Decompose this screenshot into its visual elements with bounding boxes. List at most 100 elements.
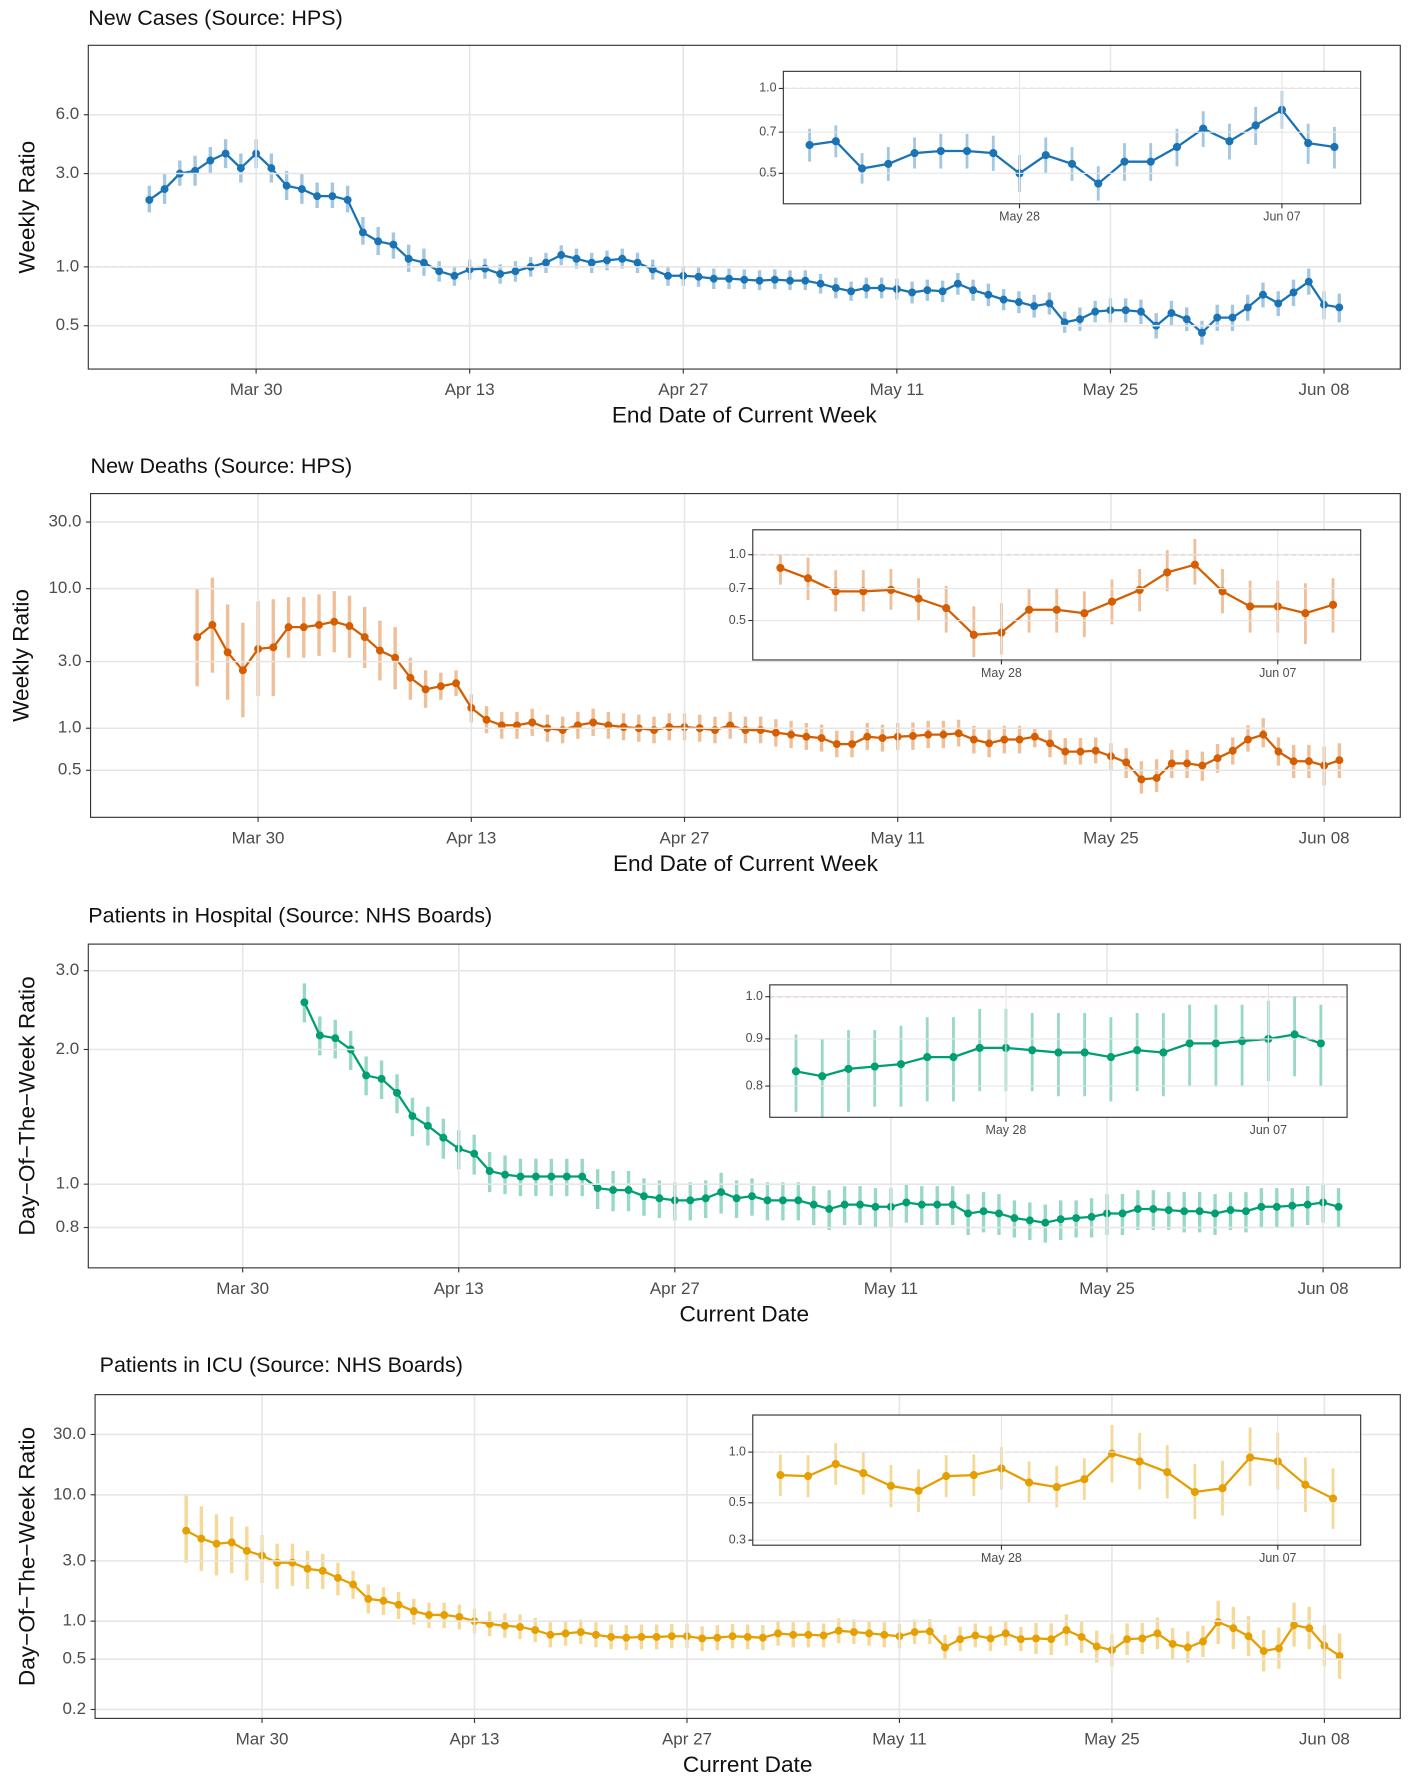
y-tick-label: 0.2 <box>62 1699 86 1718</box>
data-point <box>1153 1629 1162 1638</box>
data-point <box>732 1194 741 1203</box>
data-point <box>374 237 383 246</box>
y-tick-label: 1.0 <box>62 1611 86 1630</box>
data-point <box>886 1481 896 1490</box>
y-axis-label: Weekly Ratio <box>14 141 39 274</box>
data-point <box>686 1196 695 1205</box>
data-point <box>425 1610 433 1619</box>
y-tick-label: 10.0 <box>53 1484 86 1503</box>
data-point <box>1092 1642 1101 1651</box>
data-point <box>1138 1634 1147 1643</box>
data-point <box>516 1172 525 1181</box>
data-point <box>803 574 813 583</box>
data-point <box>954 729 963 738</box>
y-tick-label: 1.0 <box>58 718 82 737</box>
data-point <box>182 1526 191 1535</box>
data-point <box>591 1630 600 1639</box>
data-point <box>516 1622 524 1631</box>
data-point <box>1274 1644 1283 1653</box>
data-point <box>804 1630 813 1639</box>
data-point <box>300 998 309 1007</box>
data-point <box>989 149 998 158</box>
data-point <box>318 1566 327 1575</box>
data-point <box>1061 747 1070 756</box>
data-point <box>910 1628 919 1637</box>
inset-background <box>752 529 1361 660</box>
data-point <box>995 1209 1003 1218</box>
data-point <box>1025 1478 1034 1487</box>
plot-area <box>95 1495 1401 1679</box>
data-point <box>1259 730 1268 739</box>
data-point <box>962 146 972 156</box>
data-point <box>1122 758 1131 767</box>
data-point <box>1259 290 1267 299</box>
data-point <box>531 1172 540 1181</box>
data-point <box>333 1573 342 1582</box>
y-axis-label: Weekly Ratio <box>9 589 34 722</box>
data-point <box>1000 735 1009 744</box>
y-tick-label: 0.7 <box>759 124 776 138</box>
data-point <box>1010 1214 1019 1222</box>
data-point <box>941 1643 949 1652</box>
data-point <box>1305 1624 1314 1633</box>
chart-title: New Cases (Source: HPS) <box>88 6 343 30</box>
data-point <box>774 1629 783 1638</box>
data-point <box>1199 124 1208 133</box>
data-point <box>1301 1480 1310 1489</box>
data-point <box>1041 151 1050 160</box>
data-point <box>665 723 674 731</box>
y-tick-label: 0.5 <box>729 1495 746 1509</box>
data-point <box>206 156 215 165</box>
data-point <box>345 622 354 630</box>
panel-border <box>87 44 1401 370</box>
data-point <box>917 1200 926 1209</box>
data-point <box>847 287 856 296</box>
y-tick-label: 10.0 <box>48 578 81 597</box>
y-tick-label: 1.0 <box>56 1174 80 1193</box>
data-point <box>1274 747 1283 756</box>
data-point <box>197 1534 206 1543</box>
data-point <box>609 1186 618 1195</box>
data-point <box>1316 1039 1325 1048</box>
data-point <box>1087 1212 1096 1221</box>
data-point <box>1228 313 1237 322</box>
data-point <box>908 732 917 740</box>
data-point <box>1257 1202 1266 1211</box>
data-point <box>999 295 1008 304</box>
data-point <box>193 633 202 642</box>
data-point <box>748 1192 756 1201</box>
data-point <box>726 721 735 730</box>
x-tick-label: Apr 27 <box>658 380 708 399</box>
chart-title: New Deaths (Source: HPS) <box>91 454 353 478</box>
data-point <box>572 254 581 263</box>
data-point <box>834 1626 843 1635</box>
y-tick-label: 30.0 <box>53 1424 86 1443</box>
data-point <box>969 286 978 295</box>
data-point <box>1251 121 1260 130</box>
data-point <box>1091 746 1100 755</box>
data-point <box>1183 1643 1192 1652</box>
data-point <box>803 1472 813 1481</box>
data-point <box>394 1600 403 1609</box>
data-point <box>639 1192 648 1201</box>
data-point <box>694 272 703 281</box>
data-point <box>778 1196 787 1205</box>
data-point <box>914 594 923 603</box>
data-point <box>709 274 718 283</box>
data-point <box>902 1198 911 1207</box>
data-point <box>1135 585 1144 595</box>
data-point <box>701 1194 710 1203</box>
data-point <box>1259 1647 1268 1656</box>
x-tick-label: May 28 <box>986 1123 1027 1137</box>
data-point <box>936 146 945 156</box>
data-point <box>328 192 337 201</box>
data-point <box>1014 298 1023 307</box>
inset-border <box>769 984 1348 1118</box>
data-point <box>562 1172 571 1181</box>
data-point <box>223 648 232 657</box>
data-point <box>500 1621 509 1630</box>
x-tick-label: May 25 <box>1083 380 1139 399</box>
data-point <box>1080 1475 1089 1484</box>
data-point <box>404 254 413 263</box>
